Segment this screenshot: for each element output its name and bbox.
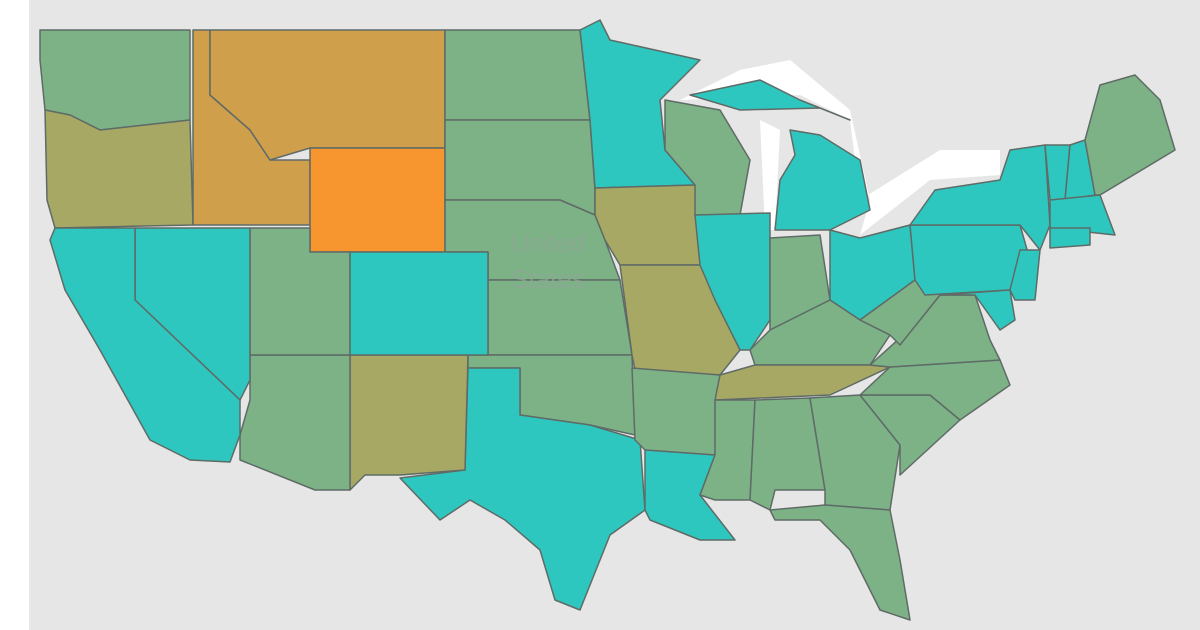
state-fl[interactable]: [769, 504, 911, 621]
state-wy[interactable]: [309, 147, 446, 253]
state-ar[interactable]: [631, 367, 721, 456]
state-mn[interactable]: [579, 19, 701, 189]
state-az[interactable]: [239, 354, 351, 491]
state-or[interactable]: [44, 109, 194, 229]
state-ma[interactable]: [1049, 194, 1116, 236]
state-il[interactable]: [694, 212, 771, 351]
state-ca[interactable]: [49, 227, 241, 463]
margin: [0, 0, 30, 630]
state-ct[interactable]: [1049, 227, 1091, 249]
country-label: States: [511, 264, 585, 294]
state-nm[interactable]: [349, 354, 469, 491]
state-nd[interactable]: [444, 29, 591, 121]
country-label: United: [510, 228, 585, 258]
state-mi-upper[interactable]: [689, 79, 851, 121]
state-co[interactable]: [349, 251, 489, 356]
states: [39, 19, 1176, 621]
state-wv[interactable]: [859, 279, 941, 346]
state-nj[interactable]: [1009, 249, 1041, 301]
state-md[interactable]: [939, 289, 1016, 331]
lake-michigan: [760, 120, 780, 230]
state-tx[interactable]: [399, 367, 646, 611]
